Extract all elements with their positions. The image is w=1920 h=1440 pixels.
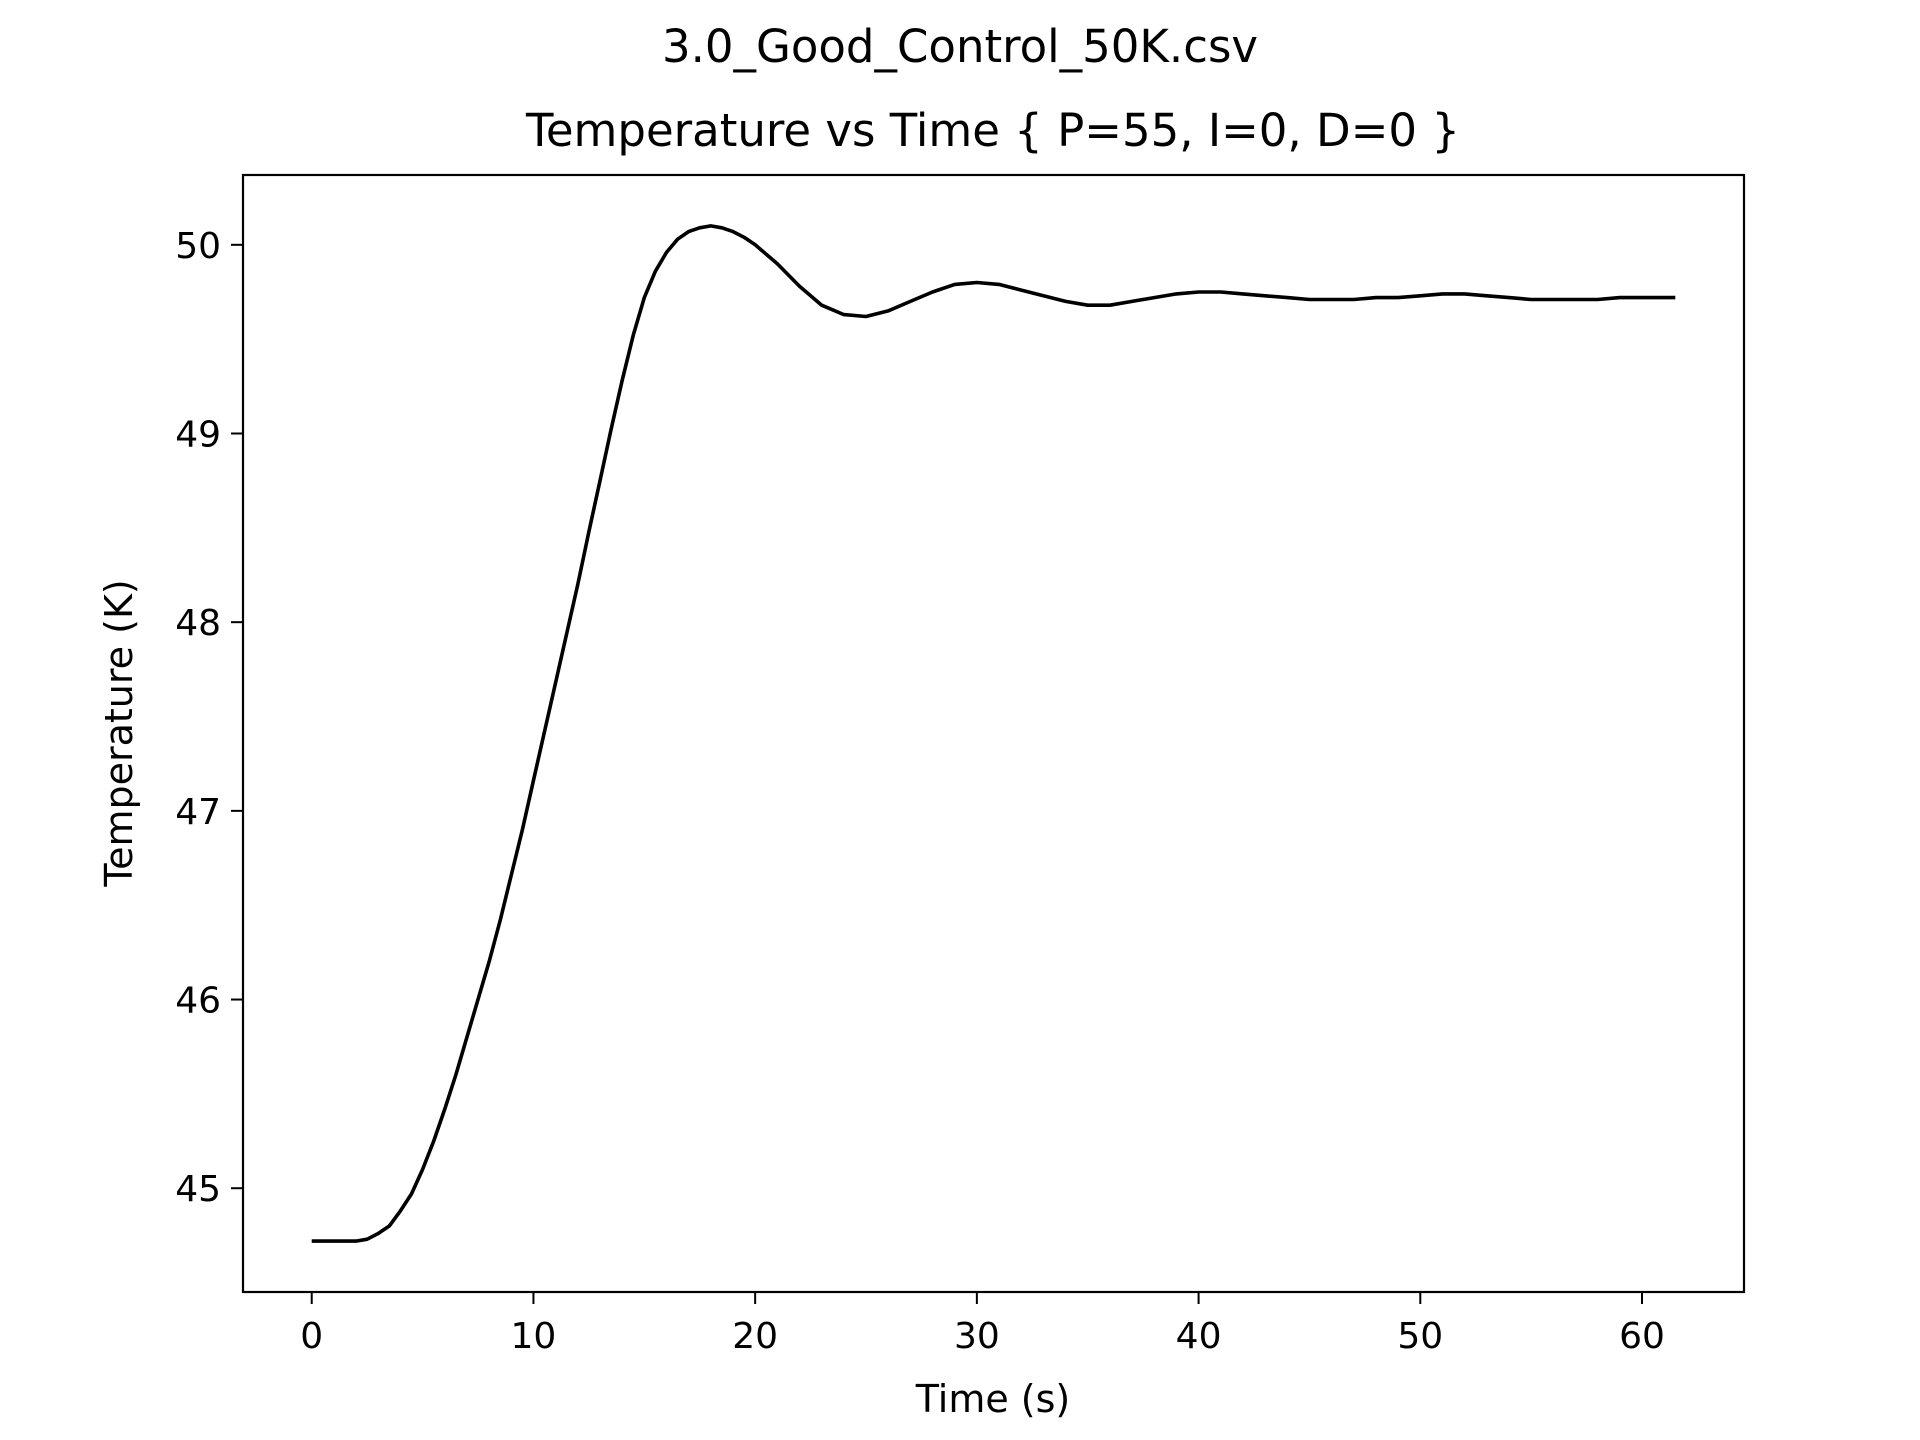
y-tick-label: 49 [175,414,221,455]
plot-area [311,224,1676,1243]
x-tick-label: 30 [954,1316,1000,1357]
x-tick-label: 10 [511,1316,557,1357]
y-tick-label: 45 [175,1169,221,1210]
x-axis-label: Time (s) [915,1377,1071,1421]
y-tick-label: 46 [175,981,221,1022]
y-tick-label: 48 [175,603,221,644]
y-tick-label: 50 [175,226,221,267]
figure-suptitle: 3.0_Good_Control_50K.csv [661,20,1259,73]
x-axis: 0 10 20 30 40 50 60 [300,1292,1665,1357]
x-tick-label: 40 [1176,1316,1222,1357]
x-tick-label: 20 [732,1316,778,1357]
y-axis: 45 46 47 48 49 50 [175,226,243,1210]
x-tick-label: 0 [300,1316,323,1357]
y-axis-label: Temperature (K) [97,579,141,887]
series-line-0 [311,224,1676,1243]
y-tick-label: 47 [175,792,221,833]
x-tick-label: 50 [1397,1316,1443,1357]
x-tick-label: 60 [1619,1316,1665,1357]
axes-frame [241,173,1746,1294]
chart-title: Temperature vs Time { P=55, I=0, D=0 } [525,104,1460,157]
